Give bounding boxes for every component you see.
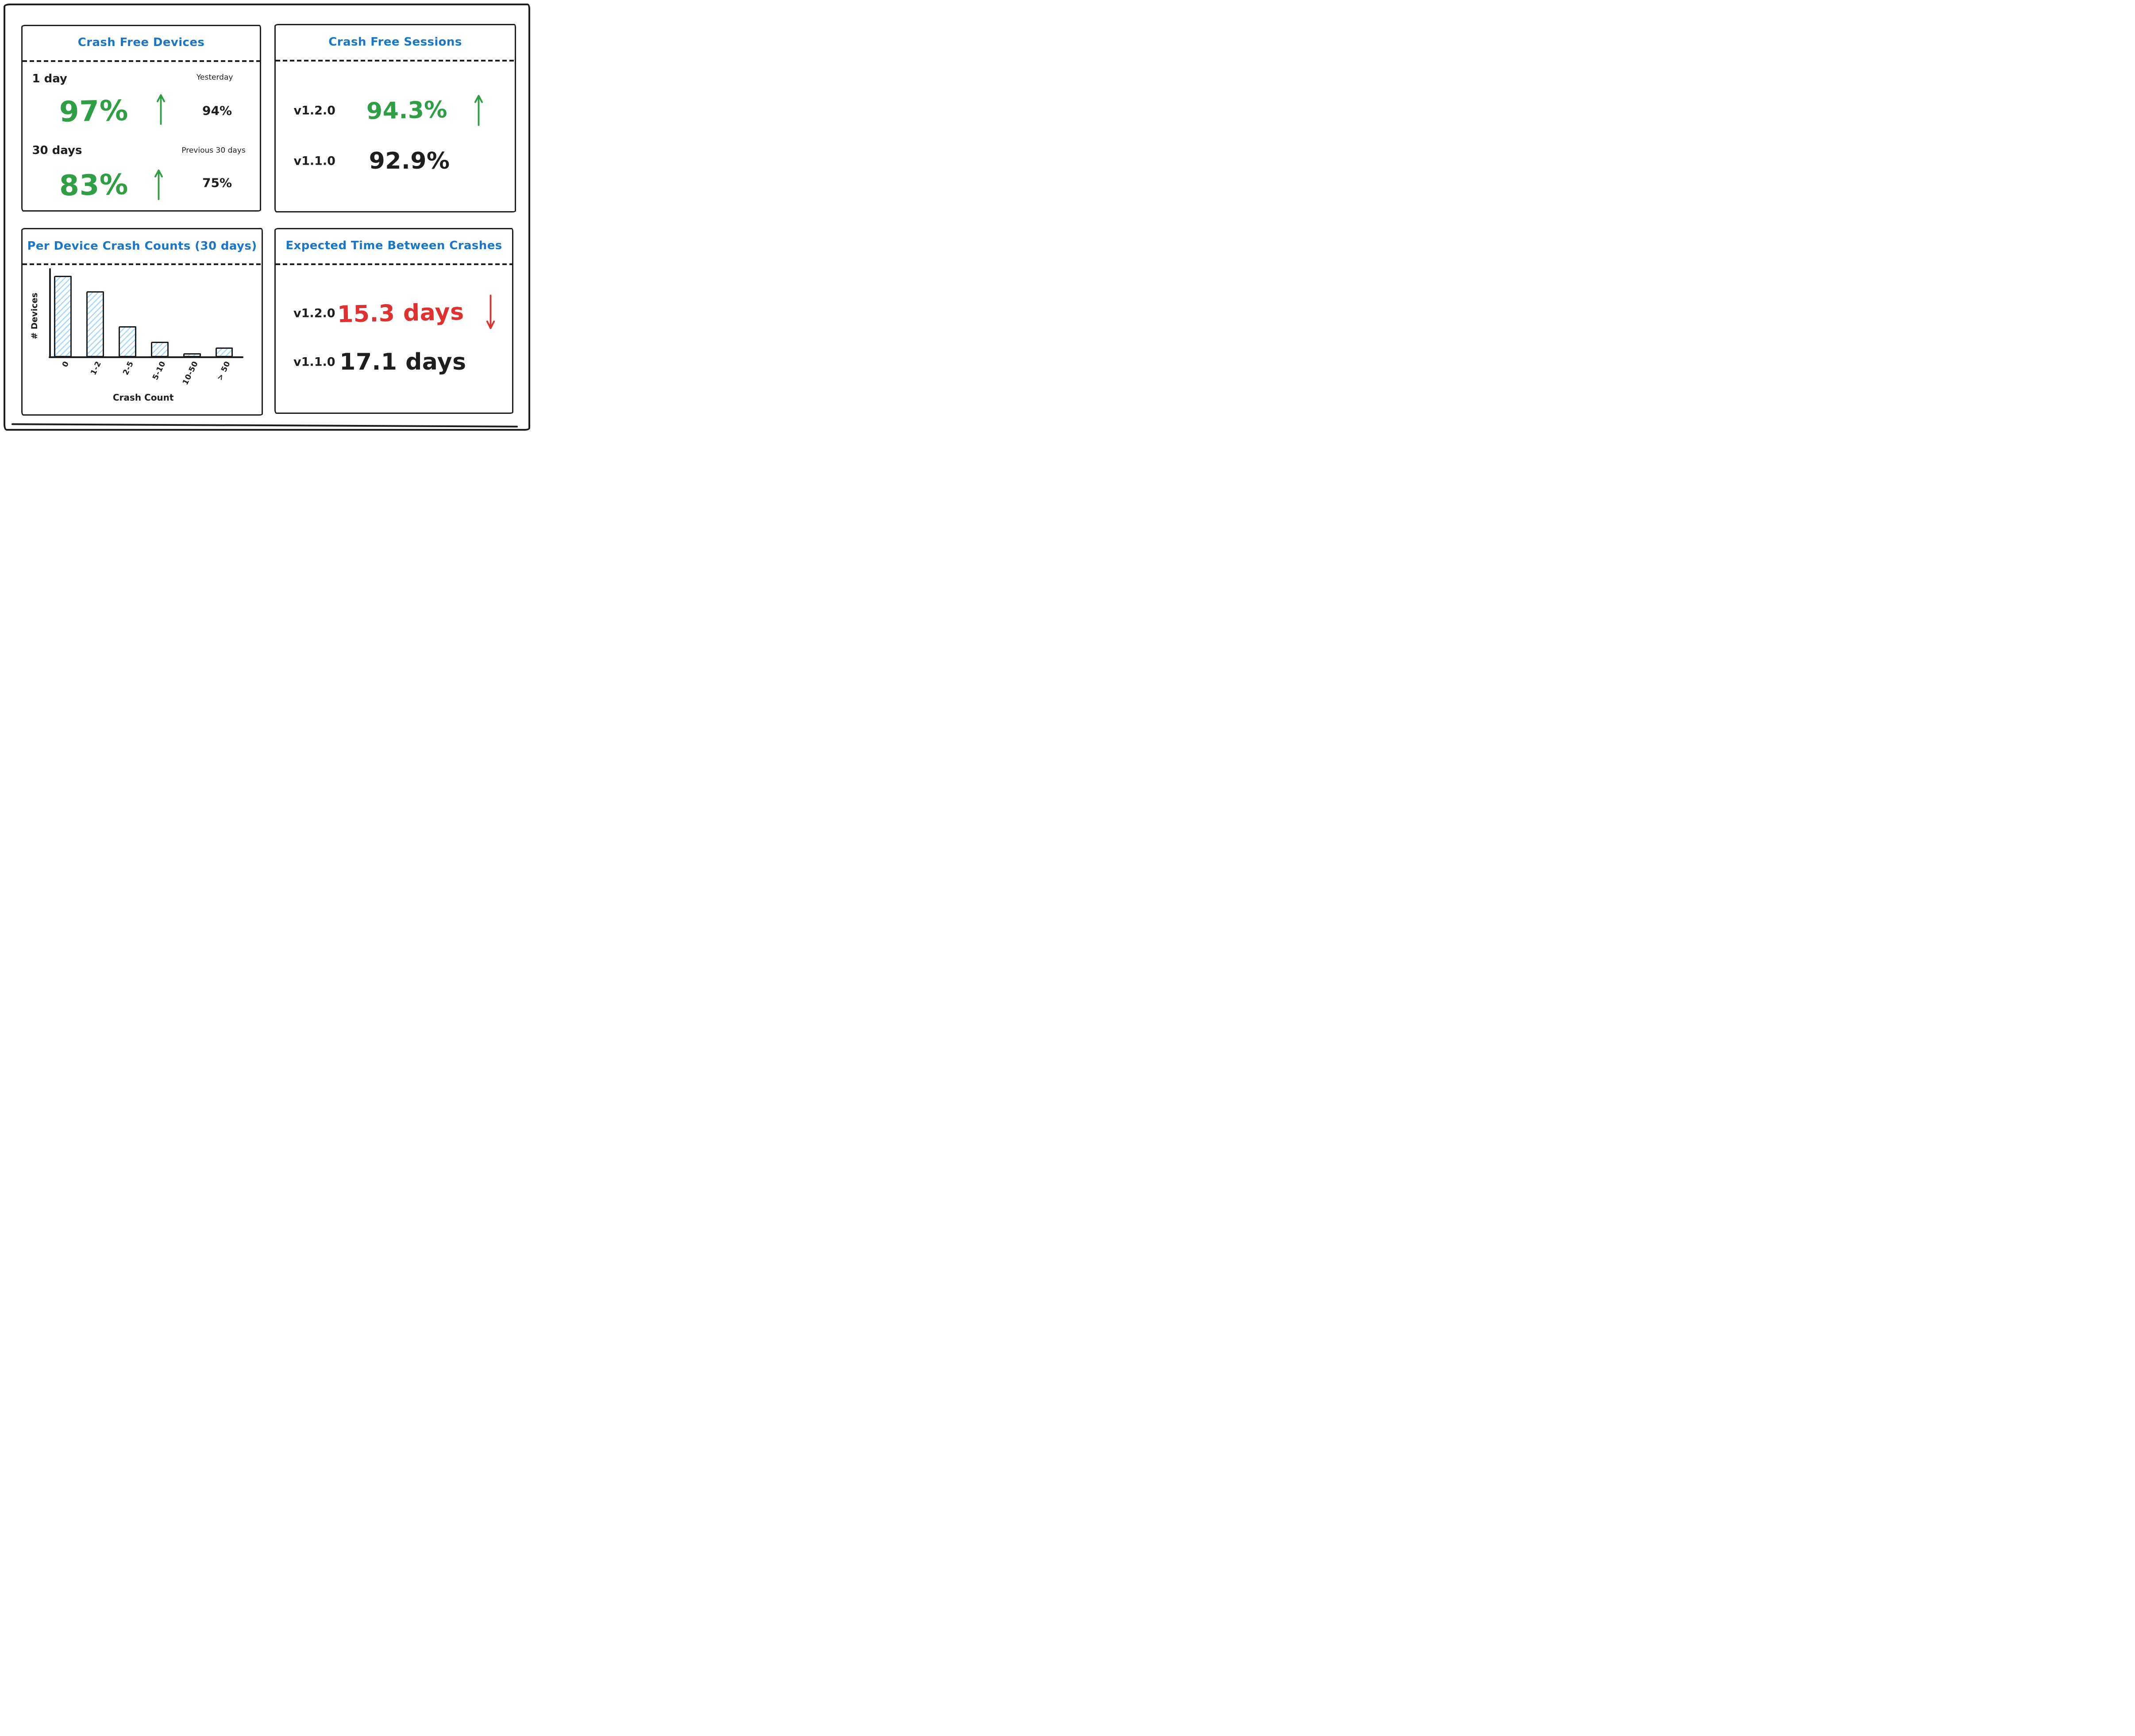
dashed-divider (276, 263, 512, 265)
compare-value: 94% (202, 103, 232, 118)
duration-value: 15.3 days (337, 299, 464, 328)
crash-metrics-dashboard: Crash Free Devices 1 day Yesterday 97% 9… (0, 0, 534, 434)
x-axis-title: Crash Count (112, 392, 174, 403)
dashed-divider (23, 60, 260, 62)
session-value: 94.3% (366, 96, 448, 125)
compare-value: 75% (202, 175, 232, 190)
y-axis-label: # Devices (30, 293, 39, 340)
y-axis-line (49, 268, 51, 358)
panel-expected-time-between-crashes: Expected Time Between Crashes v1.2.0 15.… (274, 228, 513, 414)
period-label: 30 days (32, 143, 82, 157)
bar-plot (49, 268, 244, 359)
panel-per-device-crash-counts: Per Device Crash Counts (30 days) # Devi… (21, 228, 263, 416)
bar-2-5 (119, 326, 136, 358)
session-value: 92.9% (369, 147, 450, 174)
panel-title: Expected Time Between Crashes (285, 239, 502, 253)
dashed-divider (276, 59, 515, 62)
version-label: v1.2.0 (293, 306, 335, 320)
trend-down-icon (486, 294, 495, 329)
trend-up-icon (474, 95, 483, 126)
bar-5-10 (151, 342, 169, 358)
metric-value: 97% (58, 94, 129, 129)
bar-0 (54, 275, 72, 358)
frame-bottom-sketch-stroke (11, 423, 518, 428)
compare-label: Yesterday (196, 73, 233, 82)
trend-up-icon (154, 170, 163, 201)
version-label: v1.2.0 (293, 104, 335, 118)
panel-title: Per Device Crash Counts (30 days) (27, 239, 257, 253)
canvas-frame: Crash Free Devices 1 day Yesterday 97% 9… (4, 4, 530, 431)
panel-crash-free-sessions: Crash Free Sessions v1.2.0 94.3% v1.1.0 … (274, 24, 516, 212)
bar-10-50 (183, 353, 201, 358)
dashed-divider (23, 263, 262, 266)
trend-up-icon (157, 94, 166, 125)
duration-value: 17.1 days (339, 349, 466, 376)
version-label: v1.1.0 (293, 355, 335, 369)
period-label: 1 day (32, 72, 67, 85)
metric-value: 83% (58, 168, 129, 203)
bar-> 50 (216, 347, 233, 358)
bar-1-2 (86, 291, 104, 358)
panel-crash-free-devices: Crash Free Devices 1 day Yesterday 97% 9… (21, 25, 261, 212)
x-axis-line (49, 356, 244, 359)
compare-label: Previous 30 days (181, 146, 246, 155)
panel-title: Crash Free Sessions (328, 35, 462, 49)
version-label: v1.1.0 (293, 154, 335, 168)
panel-title: Crash Free Devices (77, 36, 205, 50)
x-tick-labels: 0 1-2 2-5 5-10 10-50 > 50 (60, 359, 232, 386)
